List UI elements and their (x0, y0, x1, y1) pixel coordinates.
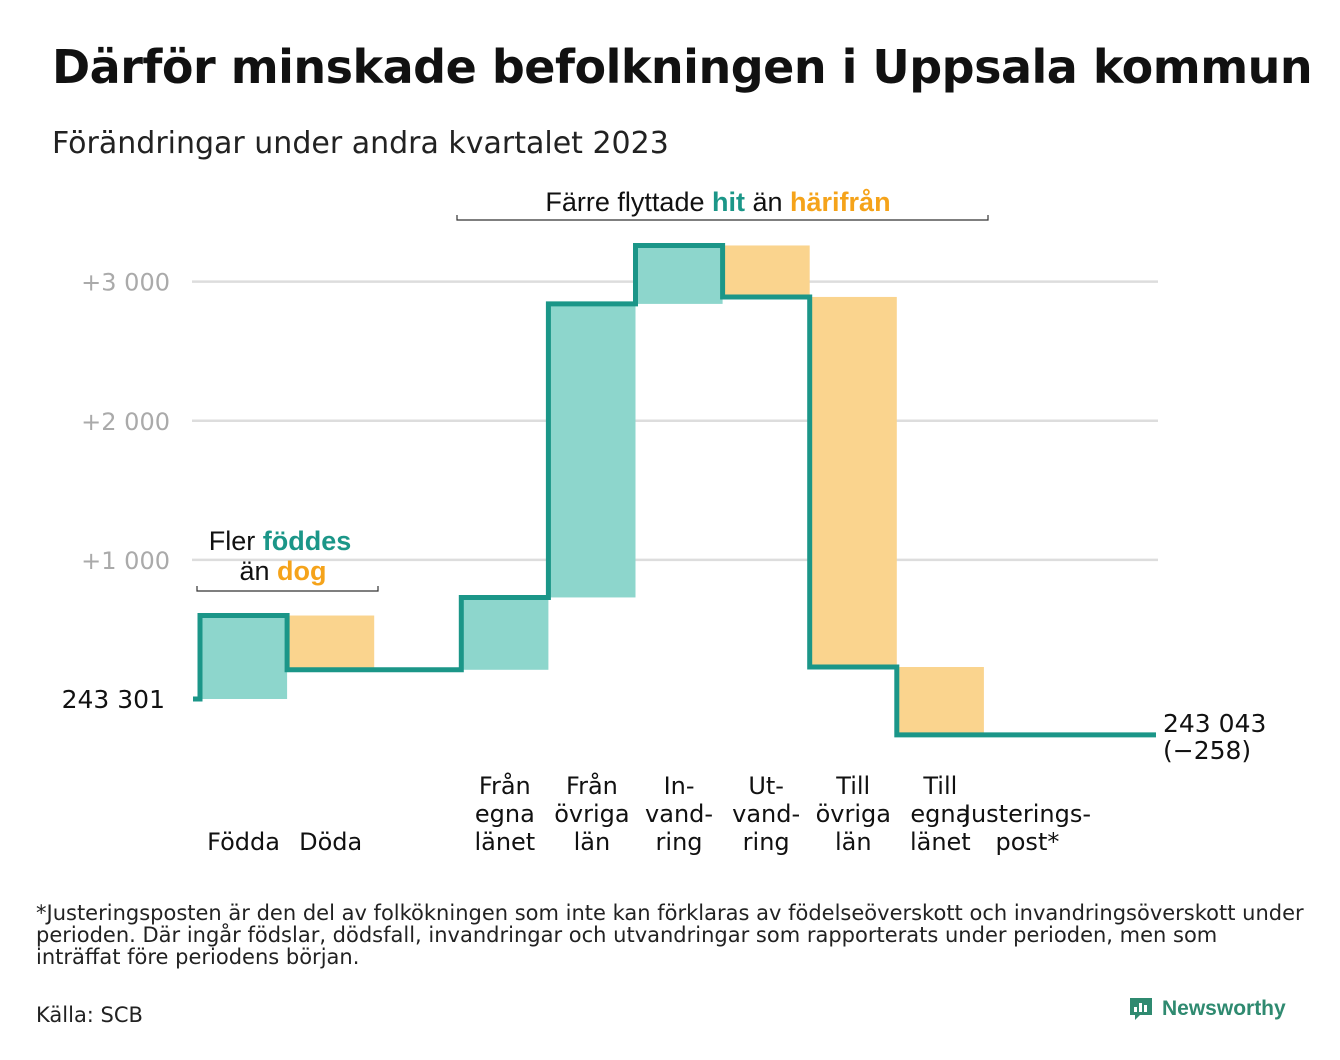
annotation-bracket-migration (456, 215, 989, 221)
bar-out (722, 245, 810, 297)
chart-subtitle: Förändringar under andra kvartalet 2023 (52, 126, 669, 161)
annotation-migration: Färre flyttade hit än härifrån (545, 187, 890, 217)
brand-logo: Newsworthy (1128, 996, 1286, 1022)
annotation-bracket-births (196, 586, 379, 592)
category-label: övriga (816, 800, 891, 828)
category-label: län (835, 828, 872, 856)
category-label: Ut- (748, 772, 784, 800)
category-label: länet (910, 828, 971, 856)
category-label: Födda (207, 828, 280, 856)
category-label: länet (474, 828, 535, 856)
category-label: vand- (645, 800, 713, 828)
category-label: Justerings- (962, 800, 1091, 828)
annotation-births: Fler föddes (209, 526, 352, 556)
source-label: Källa: SCB (36, 1003, 143, 1027)
bar-in (200, 615, 288, 699)
end-value-label: 243 043 (1163, 709, 1266, 738)
category-label: In- (664, 772, 695, 800)
category-label: egna (910, 800, 970, 828)
footnote: *Justeringsposten är den del av folkökni… (36, 901, 1304, 969)
bar-in (461, 597, 549, 670)
y-tick-label: +2 000 (81, 408, 170, 436)
bar-in (548, 303, 636, 598)
brand-name: Newsworthy (1162, 997, 1286, 1020)
end-change-label: (−258) (1163, 736, 1251, 765)
bar-out (809, 296, 897, 668)
bar-out (896, 667, 984, 735)
category-label: ring (743, 828, 790, 856)
category-label: Till (922, 772, 957, 800)
chart-title: Därför minskade befolkningen i Uppsala k… (52, 40, 1313, 94)
category-label: vand- (732, 800, 800, 828)
cumulative-step-line (193, 242, 1156, 738)
category-label: ring (656, 828, 703, 856)
annotation-deaths: än dog (239, 556, 326, 586)
start-value-label: 243 301 (62, 685, 165, 714)
bar-in (635, 245, 723, 304)
y-tick-label: +1 000 (81, 547, 170, 575)
category-label: övriga (554, 800, 629, 828)
bar-out (287, 615, 375, 670)
y-tick-label: +3 000 (81, 269, 170, 297)
category-label: Från (566, 771, 618, 800)
category-label: Döda (299, 828, 362, 856)
category-label: post* (996, 828, 1060, 856)
category-label: län (574, 828, 611, 856)
category-label: Till (835, 772, 870, 800)
newsworthy-logo-icon (1130, 998, 1152, 1020)
category-label: egna (475, 800, 535, 828)
category-label: Från (479, 771, 531, 800)
